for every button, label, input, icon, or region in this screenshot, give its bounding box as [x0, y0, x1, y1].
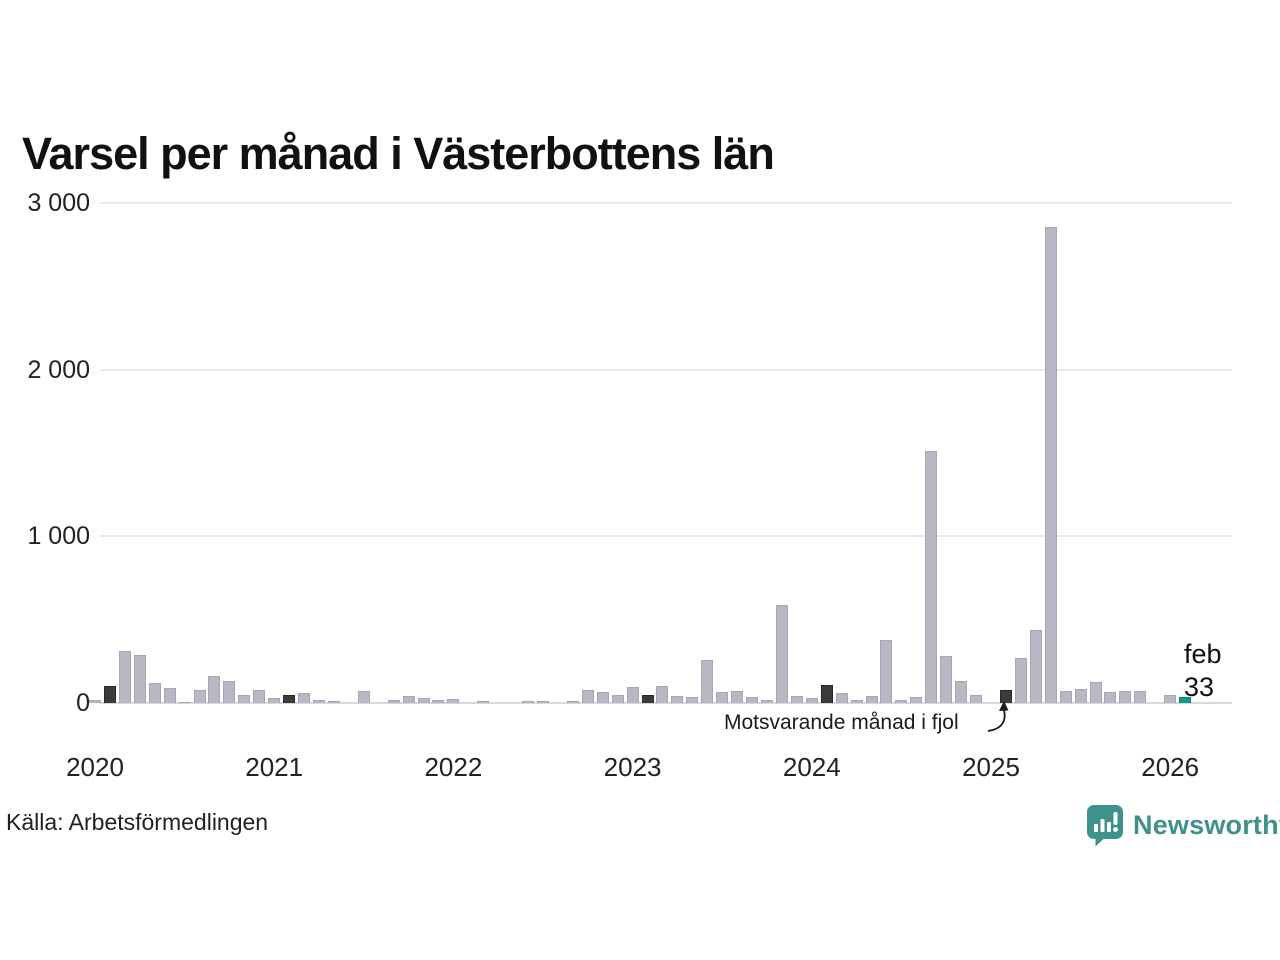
bar-2023-07 — [716, 692, 729, 703]
bar-2020-06 — [163, 688, 176, 703]
bar-2022-07 — [536, 701, 549, 703]
bar-2021-05 — [327, 701, 340, 703]
bar-2020-10 — [223, 681, 236, 703]
bar-2021-11 — [417, 698, 430, 703]
bar-2025-07 — [1074, 689, 1087, 703]
bar-2023-10 — [760, 700, 773, 703]
newsworthy-wordmark: Newsworthy — [1133, 810, 1280, 840]
bar-2021-02 — [283, 695, 296, 703]
gridline-1000 — [100, 535, 1232, 538]
x-axis-label-2021: 2021 — [245, 752, 304, 782]
gridline-2000 — [100, 368, 1232, 371]
y-axis-label-0: 0 — [76, 689, 90, 717]
bar-2025-03 — [1014, 658, 1027, 703]
gridline-0 — [100, 702, 1232, 704]
bar-2022-01 — [447, 699, 460, 703]
bar-2025-02 — [999, 690, 1012, 703]
bar-2024-02 — [820, 685, 833, 703]
newsworthy-logo[interactable]: Newsworthy — [1086, 804, 1280, 847]
bar-2025-11 — [1134, 691, 1147, 703]
bar-2020-04 — [133, 655, 146, 703]
bar-2020-09 — [208, 676, 221, 703]
bar-2021-01 — [268, 698, 281, 703]
x-axis-label-2025: 2025 — [962, 752, 1020, 782]
bar-2022-03 — [477, 701, 490, 703]
bar-2020-12 — [253, 690, 266, 703]
bar-2021-12 — [432, 700, 445, 703]
bar-2024-05 — [865, 696, 878, 703]
y-axis-label-3000: 3 000 — [27, 189, 90, 217]
bar-2020-11 — [238, 695, 251, 703]
current-bar-value: 33 — [1184, 672, 1215, 702]
current-bar-month: feb — [1184, 639, 1222, 669]
x-axis-label-2024: 2024 — [782, 752, 841, 782]
x-axis-label-2022: 2022 — [424, 752, 483, 782]
annotation-last-year: Motsvarande månad i fjol — [724, 711, 959, 734]
bar-2023-01 — [626, 687, 639, 703]
bar-2022-09 — [566, 701, 579, 703]
bar-2023-11 — [775, 605, 788, 703]
bar-2022-10 — [581, 690, 594, 703]
bar-2025-08 — [1089, 682, 1102, 703]
bar-2025-09 — [1104, 692, 1117, 703]
x-axis-label-2023: 2023 — [603, 752, 662, 782]
bar-2020-07 — [178, 702, 191, 703]
annotation-arrow-icon — [987, 701, 1009, 732]
bar-2022-06 — [522, 701, 535, 703]
bar-2023-12 — [790, 696, 803, 703]
bar-2023-09 — [746, 697, 759, 703]
bar-2024-11 — [955, 681, 968, 703]
bar-2020-03 — [118, 651, 131, 703]
x-axis-label-2020: 2020 — [66, 752, 124, 782]
bar-2023-05 — [686, 697, 699, 703]
bar-2024-12 — [970, 695, 983, 703]
y-axis-label-1000: 1 000 — [27, 522, 90, 551]
bar-2021-04 — [312, 700, 325, 703]
bar-2020-05 — [148, 683, 161, 703]
bar-2021-09 — [387, 700, 400, 703]
bar-2024-08 — [910, 697, 923, 703]
bar-2025-04 — [1029, 630, 1042, 703]
bar-2024-01 — [805, 698, 818, 703]
chart-title: Varsel per månad i Västerbottens län — [22, 128, 775, 179]
bar-2020-01 — [89, 700, 101, 703]
current-bar-label: feb 33 — [1184, 638, 1222, 704]
bar-2022-12 — [611, 695, 624, 703]
bar-2024-09 — [925, 451, 938, 703]
bar-2026-01 — [1164, 695, 1177, 703]
bar-2024-06 — [880, 640, 893, 703]
bar-2023-08 — [731, 691, 744, 703]
source-caption: Källa: Arbetsförmedlingen — [6, 809, 269, 835]
bar-2020-02 — [103, 686, 116, 703]
bar-2023-02 — [641, 695, 654, 703]
bar-2023-03 — [656, 686, 669, 703]
newsworthy-bubble-icon — [1087, 805, 1123, 847]
x-axis-label-2026: 2026 — [1141, 752, 1200, 782]
bar-2024-04 — [850, 700, 863, 703]
bar-2026-02 — [1179, 697, 1192, 703]
bar-2024-10 — [940, 656, 953, 703]
bar-2025-10 — [1119, 691, 1132, 703]
bar-2023-04 — [671, 696, 684, 703]
bar-2021-03 — [298, 693, 311, 703]
bar-2020-08 — [193, 690, 206, 703]
bar-2021-10 — [402, 696, 415, 703]
gridline-3000 — [100, 202, 1232, 204]
bar-2024-07 — [895, 700, 908, 703]
bar-2023-06 — [701, 660, 714, 703]
y-axis-label-2000: 2 000 — [27, 355, 90, 384]
bar-2025-06 — [1059, 691, 1072, 703]
bar-2025-05 — [1044, 227, 1057, 703]
bar-2024-03 — [835, 693, 848, 703]
bar-2022-11 — [596, 692, 609, 703]
bar-2021-07 — [357, 691, 370, 703]
